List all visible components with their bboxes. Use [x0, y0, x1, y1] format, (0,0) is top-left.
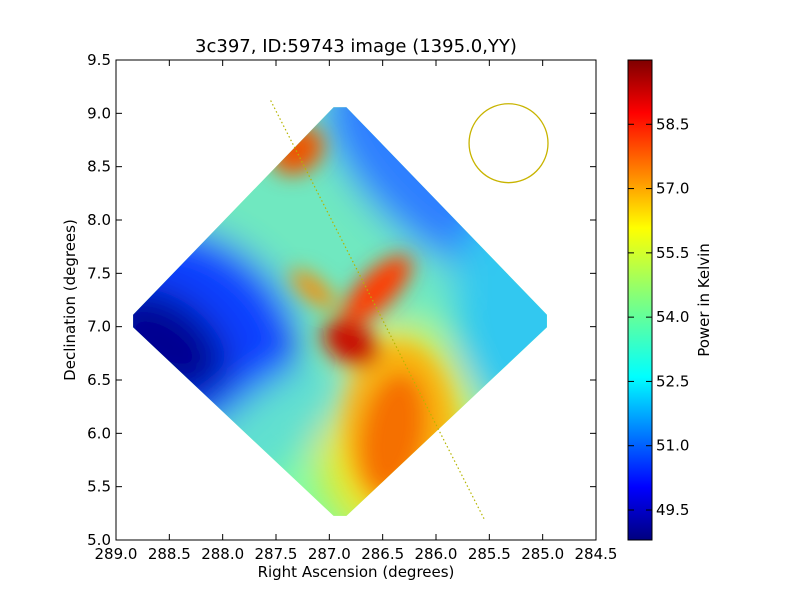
x-tick-label: 287.5 — [255, 545, 298, 563]
y-tick-label: 7.5 — [87, 264, 111, 282]
x-axis-label: Right Ascension (degrees) — [258, 563, 455, 581]
colorbar-tick-label: 55.5 — [656, 244, 689, 262]
x-tick-label: 285.0 — [521, 545, 564, 563]
x-tick: 287.5 — [255, 60, 298, 563]
x-tick-label: 287.0 — [308, 545, 351, 563]
y-tick: 5.0 — [87, 531, 596, 549]
colorbar-tick-label: 57.0 — [656, 180, 689, 198]
y-tick-label: 5.5 — [87, 478, 111, 496]
colorbar-tick: 52.5 — [628, 372, 689, 390]
x-tick: 285.0 — [521, 60, 564, 563]
beam-circle — [468, 103, 549, 184]
y-tick-label: 7.0 — [87, 318, 111, 336]
colorbar-tick-label: 58.5 — [656, 115, 689, 133]
colorbar — [627, 59, 653, 541]
y-tick: 7.0 — [87, 318, 596, 336]
y-tick-label: 8.0 — [87, 211, 111, 229]
heatmap-region — [133, 288, 227, 398]
y-tick-label: 8.5 — [87, 158, 111, 176]
y-tick: 8.5 — [87, 158, 596, 176]
colorbar-tick: 55.5 — [628, 244, 689, 262]
y-axis-ticks: 5.0 5.5 6.0 6.5 7.0 7.5 8.0 8.5 9.0 9.5 — [87, 51, 596, 549]
x-tick-label: 288.0 — [201, 545, 244, 563]
y-tick-label: 6.5 — [87, 371, 111, 389]
x-tick: 289.0 — [95, 60, 138, 563]
x-tick: 286.5 — [361, 60, 404, 563]
colorbar-tick: 51.0 — [628, 437, 689, 455]
x-tick: 288.5 — [148, 60, 191, 563]
colorbar-tick-label: 51.0 — [656, 437, 689, 455]
y-tick: 6.5 — [87, 371, 596, 389]
colorbar-tick-label: 49.5 — [656, 501, 689, 519]
colorbar-tick: 57.0 — [628, 180, 689, 198]
y-tick: 9.0 — [87, 104, 596, 122]
x-tick: 285.5 — [468, 60, 511, 563]
x-tick-label: 285.5 — [468, 545, 511, 563]
y-tick: 8.0 — [87, 211, 596, 229]
x-tick-label: 288.5 — [148, 545, 191, 563]
colorbar-tick: 49.5 — [628, 501, 689, 519]
x-tick: 287.0 — [308, 60, 351, 563]
x-tick: 284.5 — [575, 60, 618, 563]
y-tick-label: 9.0 — [87, 104, 111, 122]
colorbar-tick: 54.0 — [628, 308, 689, 326]
colorbar-ticks: 49.5 51.0 52.5 54.0 55.5 57.0 58.5 — [628, 115, 689, 519]
y-tick: 5.5 — [87, 478, 596, 496]
colorbar-tick: 58.5 — [628, 115, 689, 133]
y-tick-label: 6.0 — [87, 424, 111, 442]
colorbar-tick-label: 54.0 — [656, 308, 689, 326]
y-axis-label: Declination (degrees) — [61, 219, 79, 381]
colorbar-tick-label: 52.5 — [656, 372, 689, 390]
y-tick: 7.5 — [87, 264, 596, 282]
y-tick-label: 5.0 — [87, 531, 111, 549]
y-tick-label: 9.5 — [87, 51, 111, 69]
chart-title: 3c397, ID:59743 image (1395.0,YY) — [195, 36, 517, 57]
y-tick: 6.0 — [87, 424, 596, 442]
x-tick-label: 286.5 — [361, 545, 404, 563]
x-axis-ticks: 289.0 288.5 288.0 287.5 287.0 286.5 286.0 285.5… — [95, 60, 618, 563]
heatmap-region — [322, 319, 379, 366]
x-tick: 288.0 — [201, 60, 244, 563]
plot-border — [115, 59, 597, 541]
colorbar-label: Power in Kelvin — [695, 243, 713, 357]
x-tick-label: 284.5 — [575, 545, 618, 563]
heatmap-region — [290, 269, 336, 309]
x-tick-label: 289.0 — [95, 545, 138, 563]
x-tick: 286.0 — [415, 60, 458, 563]
heatmap-region — [343, 255, 412, 324]
y-tick: 9.5 — [87, 51, 596, 69]
x-tick-label: 286.0 — [415, 545, 458, 563]
